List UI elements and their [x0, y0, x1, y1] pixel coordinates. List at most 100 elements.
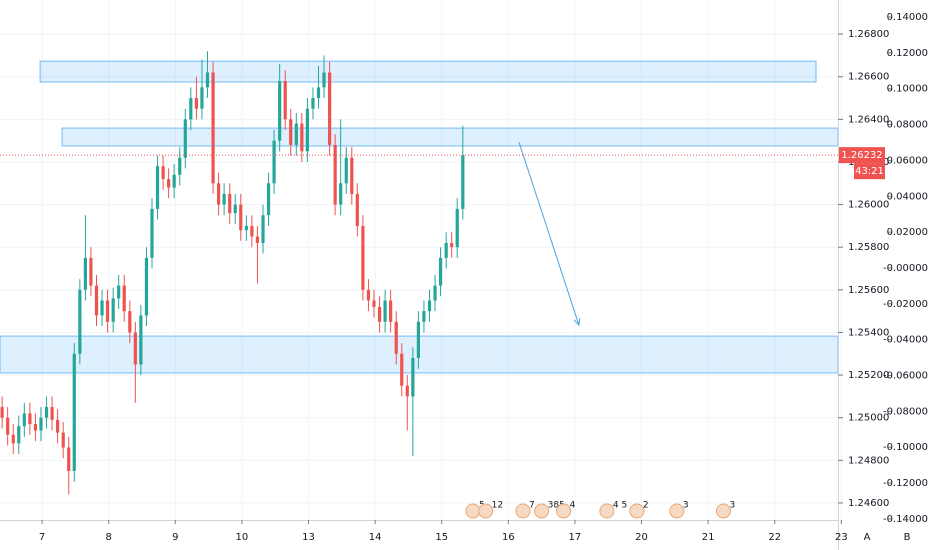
x-tick-label: 14	[369, 532, 382, 543]
arrow-line	[518, 141, 580, 326]
candle-body	[239, 204, 243, 231]
candle-body	[161, 166, 165, 180]
candle-body	[422, 311, 426, 322]
event-count: 4 5	[613, 501, 627, 511]
y2-tick-label: -0.12000	[883, 478, 928, 489]
candle-body	[216, 183, 221, 205]
candle-body	[372, 300, 376, 307]
candle-body	[444, 242, 448, 258]
countdown-box	[854, 163, 885, 180]
y-tick-label: 1.26600	[848, 72, 889, 83]
candle-body	[383, 300, 387, 322]
event-icon[interactable]	[534, 503, 550, 519]
candle-body	[6, 417, 10, 435]
candle-body	[228, 193, 232, 214]
candle-body	[394, 321, 398, 354]
candle-body	[0, 407, 4, 418]
candle-body	[438, 257, 443, 286]
candle-body	[117, 285, 121, 299]
event-count: 3	[729, 501, 735, 511]
event-icon[interactable]	[556, 503, 572, 519]
candle-body	[78, 289, 82, 354]
candle-body	[222, 193, 226, 205]
axis-button-label[interactable]: A	[864, 532, 871, 543]
y2-tick-label: 0.08000	[887, 120, 928, 131]
candle-body	[128, 311, 132, 333]
event-icon[interactable]	[599, 503, 615, 519]
y2-tick-label: -0.08000	[883, 406, 928, 417]
event-icon[interactable]	[669, 503, 685, 519]
candle-body	[44, 407, 49, 418]
y2-tick-label: -0.06000	[883, 371, 928, 382]
candle-body	[244, 225, 248, 231]
candle-body	[122, 285, 126, 312]
candle-body	[350, 157, 354, 194]
candle-body	[333, 144, 337, 205]
candle-body	[72, 353, 76, 471]
candle-body	[139, 315, 143, 365]
candle-body	[94, 285, 99, 316]
candles	[0, 51, 465, 495]
x-tick-label: 13	[302, 532, 315, 543]
x-tick-label: 23	[835, 532, 848, 543]
candle-body	[450, 242, 454, 248]
candle-body	[266, 183, 271, 216]
candle-body	[405, 385, 409, 397]
candle-body	[178, 157, 182, 175]
event-count: 2	[643, 501, 649, 511]
event-count: 385	[548, 501, 565, 511]
candle-body	[22, 413, 26, 427]
y-tick-label: 1.26400	[848, 114, 889, 125]
candle-body	[433, 285, 437, 301]
event-count: 7	[529, 501, 535, 511]
candle-body	[150, 208, 154, 258]
candle-body	[322, 72, 326, 88]
x-tick-label: 15	[435, 532, 448, 543]
y-tick-label: 1.26800	[848, 29, 889, 40]
axis-button[interactable]	[899, 529, 915, 545]
event-icon[interactable]	[629, 503, 645, 519]
candle-body	[33, 424, 38, 431]
y2-tick-label: -0.14000	[883, 514, 928, 525]
y-tick-label: 1.26000	[848, 200, 889, 211]
candle-body	[155, 166, 160, 209]
y2-tick-label: -0.00000	[883, 263, 928, 274]
y2-tick-label: -0.10000	[883, 442, 928, 453]
candle-body	[250, 225, 254, 237]
candle-body	[400, 353, 404, 386]
candle-body	[11, 434, 15, 444]
candle-body	[144, 257, 149, 316]
candle-body	[278, 80, 282, 141]
candle-body	[255, 236, 260, 243]
candle-body	[377, 306, 382, 322]
x-tick-label: 9	[172, 532, 178, 543]
candle-body	[28, 413, 32, 425]
candle-body	[211, 72, 215, 184]
event-icon[interactable]	[478, 503, 494, 519]
candle-body	[328, 72, 332, 145]
candle-body	[305, 108, 309, 152]
candle-body	[56, 419, 60, 433]
candle-body	[233, 204, 237, 214]
axis-button[interactable]	[859, 529, 875, 545]
y2-tick-label: 0.06000	[887, 155, 928, 166]
event-count: 3	[683, 501, 689, 511]
candle-body	[366, 289, 371, 301]
candle-body	[427, 300, 432, 312]
candle-body	[283, 80, 287, 120]
y2-tick-label: 0.04000	[887, 191, 928, 202]
candle-body	[189, 98, 193, 120]
event-icon[interactable]	[515, 503, 531, 519]
candle-body	[339, 183, 343, 205]
x-tick-label: 20	[635, 532, 648, 543]
y-tick-label: 1.25800	[848, 242, 889, 253]
event-count: 12	[492, 501, 503, 511]
event-icon[interactable]	[715, 503, 731, 519]
axis-button-label[interactable]: B	[904, 532, 911, 543]
candle-body	[172, 174, 176, 188]
event-icon[interactable]	[465, 503, 481, 519]
x-tick-label: 8	[106, 532, 112, 543]
y2-tick-label: 0.12000	[887, 48, 928, 59]
